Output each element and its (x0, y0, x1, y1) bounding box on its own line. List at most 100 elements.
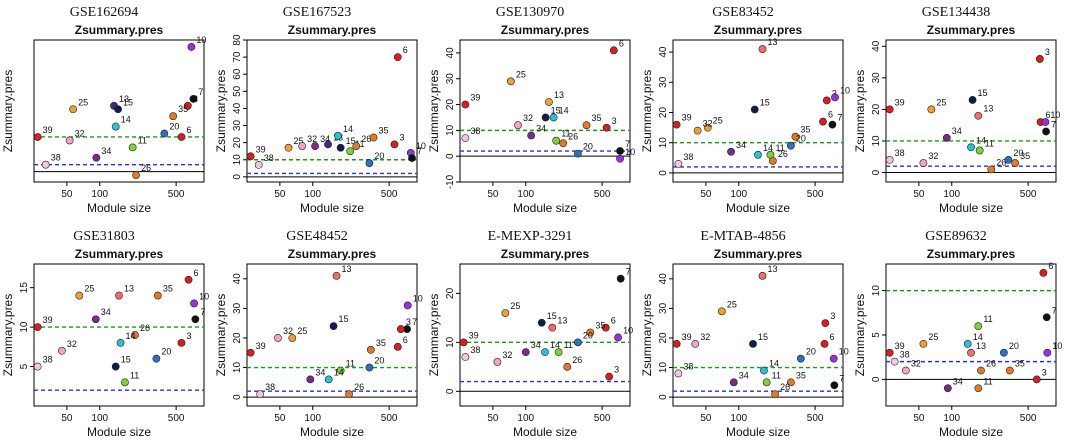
y-tick-label: 10 (232, 154, 243, 166)
point-label: 14 (343, 124, 353, 134)
point-label: 26 (572, 355, 582, 365)
dataset-label: GSE167523 (283, 5, 351, 20)
y-tick-label: 15 (19, 282, 30, 294)
data-point-module-11 (336, 366, 345, 375)
scatter-plot: GSE162694 Zsummary.pres 50 100 500 Module siz… (1, 5, 206, 215)
y-axis-label: Zsummary.pres (214, 70, 228, 152)
point-label: 39 (43, 125, 53, 135)
data-point-module-34 (92, 153, 101, 162)
y-axis-label: Zsummary.pres (640, 70, 654, 152)
x-tick-label: 500 (381, 189, 398, 200)
point-label: 34 (320, 134, 330, 144)
y-axis-label: Zsummary.pres (640, 294, 654, 376)
point-label: 32 (911, 359, 921, 369)
x-tick-label: 50 (61, 189, 73, 200)
x-tick-label: 50 (700, 189, 712, 200)
data-point-module-14 (111, 122, 120, 131)
point-label: 34 (536, 124, 546, 134)
data-point-module-26 (563, 362, 572, 371)
data-point-module-3 (1032, 375, 1041, 384)
y-tick-label: 0 (871, 376, 882, 382)
x-tick-label: 50 (274, 413, 286, 424)
point-label: 10 (416, 141, 426, 151)
point-label: 26 (354, 382, 364, 392)
point-label: 11 (983, 314, 992, 324)
data-point-module-39 (33, 133, 42, 141)
data-point-module-13 (758, 271, 767, 280)
y-tick-label: 0 (232, 174, 243, 180)
data-point-module-25 (284, 143, 293, 152)
data-point-module-32 (274, 334, 282, 342)
point-label: 35 (163, 284, 173, 294)
data-point-module-7 (1042, 313, 1051, 322)
data-point-module-6 (393, 53, 402, 62)
data-point-module-25 (927, 105, 936, 114)
data-point-module-15 (749, 339, 757, 348)
y-tick-label: 20 (871, 103, 882, 115)
scatter-plot: GSE89632 Zsummary.pres 50 100 500 0 5 10 Module … (853, 229, 1062, 439)
point-label: 35 (592, 113, 602, 123)
plot-title: Zsummary.pres (927, 247, 1016, 261)
point-label: 38 (265, 382, 275, 392)
point-label: 35 (595, 321, 605, 331)
scatter-plot: GSE83452 Zsummary.pres 50 100 500 0 10 20 30 40 Mo… (640, 5, 850, 215)
data-point-module-11 (762, 378, 771, 387)
point-label: 13 (976, 341, 986, 351)
dataset-label: GSE83452 (712, 5, 773, 20)
data-point-module-25 (75, 291, 84, 300)
y-tick-label: 20 (445, 99, 456, 111)
point-label: 3 (406, 317, 411, 327)
data-point-module-10 (1043, 348, 1052, 357)
plot-frame (459, 39, 631, 183)
x-tick-label: 500 (1020, 189, 1037, 200)
y-tick-label: 0 (445, 388, 456, 394)
data-point-module-7 (616, 147, 624, 155)
data-point-module-15 (968, 96, 977, 104)
data-point-module-7 (408, 154, 416, 162)
point-label: 7 (625, 139, 630, 149)
point-label: 26 (778, 149, 788, 159)
point-label: 6 (1046, 110, 1051, 120)
x-tick-label: 50 (487, 189, 499, 200)
point-label: 35 (1015, 359, 1025, 369)
scatter-plot: GSE31803 Zsummary.pres 50 100 500 5 10 15 Module… (1, 229, 209, 439)
point-label: 6 (830, 332, 835, 342)
data-point-module-6 (609, 46, 618, 55)
data-point-module-38 (674, 369, 683, 378)
data-point-module-38 (33, 362, 42, 371)
data-point-module-39 (672, 339, 681, 348)
data-point-module-39 (33, 323, 42, 332)
point-label: 3 (1042, 367, 1047, 377)
point-label: 25 (727, 299, 737, 309)
data-point-module-11 (121, 378, 129, 387)
x-tick-label: 500 (594, 189, 611, 200)
data-point-module-11 (128, 143, 137, 152)
point-label: 15 (123, 97, 133, 107)
data-point-module-32 (919, 159, 928, 167)
data-point-module-14 (334, 131, 342, 140)
x-axis-label: Module size (87, 425, 151, 439)
y-tick-label: 40 (232, 102, 243, 114)
point-label: 13 (342, 264, 352, 274)
point-label: 10 (625, 147, 635, 157)
scatter-plot: E-MTAB-4856 Zsummary.pres 50 100 500 0 10 20 30 4… (640, 229, 849, 439)
plot-title: Zsummary.pres (75, 247, 164, 261)
chart-panel: GSE134438 Zsummary.pres 50 100 500 0 10 20 30 40 M… (852, 0, 1065, 224)
x-tick-label: 500 (168, 413, 185, 424)
data-point-module-6 (177, 133, 186, 141)
data-point-module-25 (288, 334, 297, 342)
point-label: 6 (186, 125, 191, 135)
point-label: 7 (837, 113, 842, 123)
point-label: 3 (614, 365, 619, 375)
y-tick-label: 30 (871, 72, 882, 84)
data-point-module-34 (311, 142, 319, 150)
data-point-module-10 (831, 93, 839, 102)
plot-frame (246, 263, 418, 407)
y-tick-label: 60 (232, 68, 243, 80)
x-axis-label: Module size (300, 201, 364, 215)
data-point-module-38 (674, 159, 683, 168)
data-point-module-26 (768, 156, 777, 165)
x-tick-label: 50 (61, 413, 73, 424)
data-point-module-34 (521, 348, 530, 357)
y-tick-label: 10 (19, 321, 30, 333)
